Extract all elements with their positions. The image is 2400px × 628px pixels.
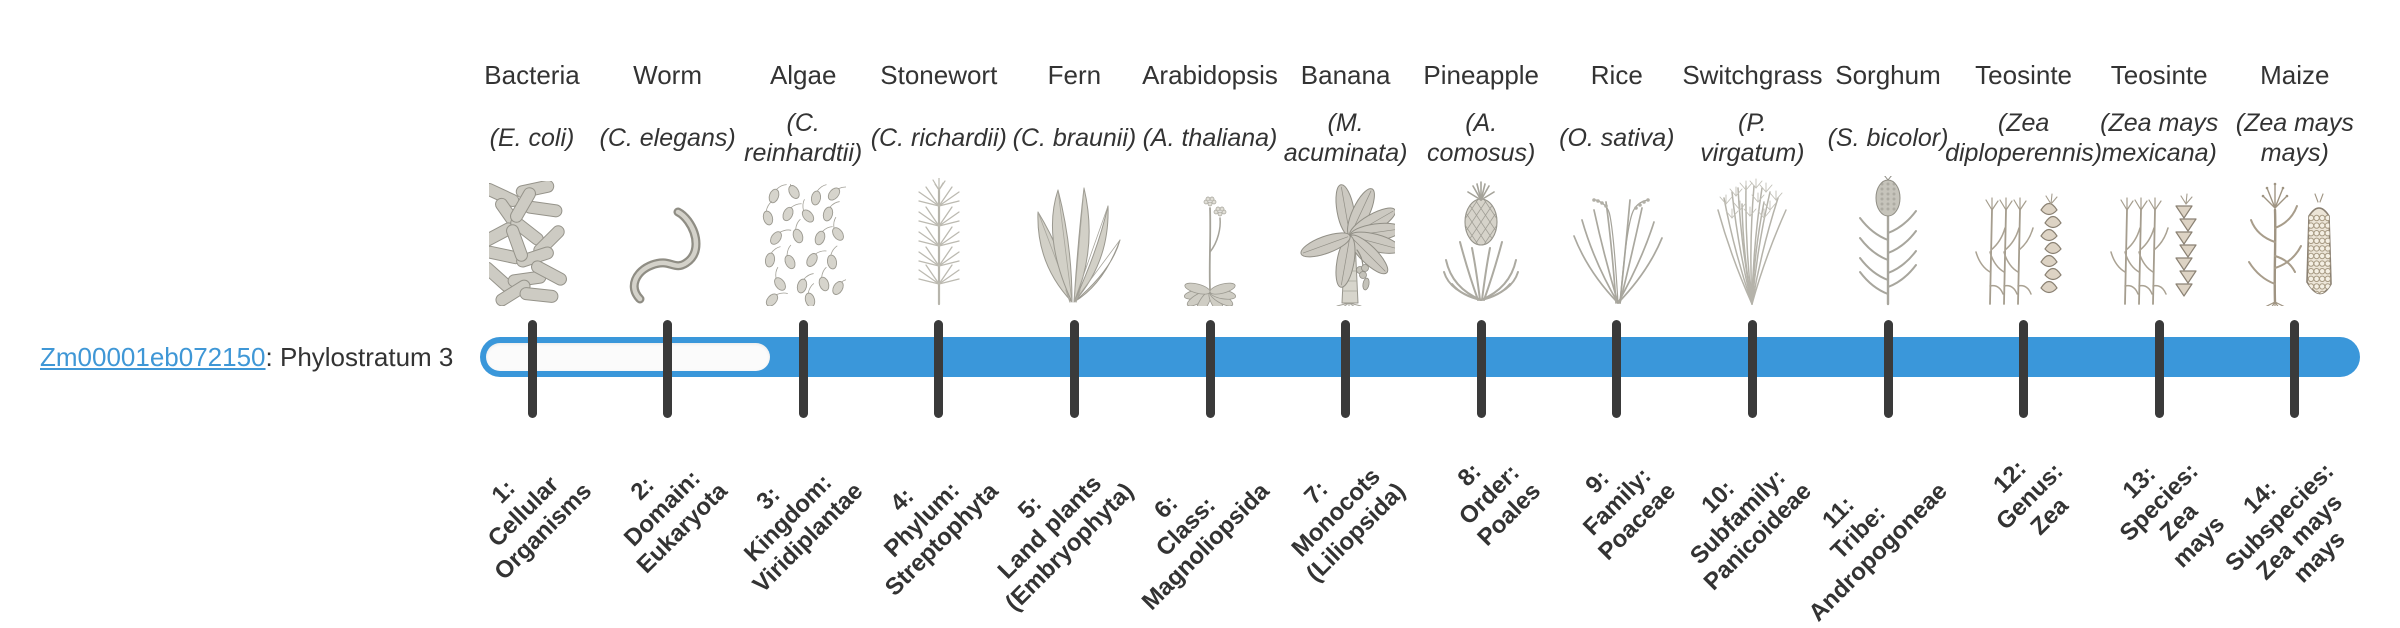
- organism-name: Switchgrass: [1682, 60, 1823, 90]
- stratum-tick: [2290, 320, 2300, 418]
- stratum-label: 14: Subspecies: Zea mays mays: [2220, 457, 2352, 589]
- organism-name: Fern: [1047, 60, 1102, 90]
- stratum-tick: [1612, 320, 1622, 418]
- organism-name: Worm: [633, 60, 703, 90]
- switchgrass-illustration: [1677, 174, 1827, 306]
- organism-latin-name: (E. coli): [489, 124, 575, 152]
- timeline-bar: [480, 337, 2360, 377]
- bacteria-illustration: [457, 174, 607, 306]
- organism-name: Pineapple: [1423, 60, 1540, 90]
- fern-illustration: [999, 174, 1149, 306]
- stratum-label: 3: Kingdom: Viridiplantae: [738, 468, 868, 599]
- maize-illustration: [2220, 174, 2370, 306]
- pineapple-illustration: [1406, 174, 1556, 306]
- organism-latin-name: (O. sativa): [1559, 124, 1675, 152]
- stratum-tick: [798, 320, 808, 418]
- organism-latin-name: (Zea mays mexicana): [2100, 109, 2219, 167]
- stratum-tick: [2019, 320, 2029, 418]
- organism-latin-name: (Zea mays mays): [2235, 109, 2354, 167]
- stratum-tick: [1341, 320, 1351, 418]
- stratum-label: 1: Cellular Organisms: [482, 471, 597, 586]
- organism-name: Teosinte: [1975, 60, 2073, 90]
- organism-name: Stonewort: [880, 60, 998, 90]
- stratum-tick: [1205, 320, 1215, 418]
- stratum-tick: [1883, 320, 1893, 418]
- stratum-label: 6: Class: Magnoliopsida: [1136, 477, 1275, 616]
- organism-name: Bacteria: [484, 60, 580, 90]
- stratum-label: 2: Domain: Eukaryota: [618, 464, 733, 579]
- stratum-label: 5: Land plants (Embryophyta): [992, 470, 1140, 617]
- rice-illustration: [1542, 174, 1692, 306]
- organism-name: Teosinte: [2110, 60, 2208, 90]
- stratum-label: 8: Order: Poales: [1452, 457, 1546, 552]
- organism-latin-name: (C. reinhardtii): [744, 109, 863, 167]
- stratum-label: 9: Family: Poaceae: [1578, 462, 1682, 566]
- stratum-label: 11: Tribe: Andropogoneae: [1803, 477, 1953, 627]
- organism-latin-name: (Zea diploperennis): [1945, 109, 2103, 167]
- arabidopsis-illustration: [1135, 174, 1285, 306]
- stonewort-illustration: [864, 174, 1014, 306]
- gene-link[interactable]: Zm00001eb072150: [40, 342, 266, 372]
- banana-illustration: [1271, 174, 1421, 306]
- stratum-tick: [1747, 320, 1757, 418]
- phylostrata-timeline: Zm00001eb072150: Phylostratum 3 Bacteria…: [40, 60, 2370, 627]
- stratum-label: 7: Monocots (Liliopsida): [1286, 462, 1411, 588]
- organism-name: Maize: [2260, 60, 2330, 90]
- organism-latin-name: (A. thaliana): [1142, 124, 1278, 152]
- worm-illustration: [593, 174, 743, 306]
- organism-name: Sorghum: [1835, 60, 1941, 90]
- stratum-tick: [527, 320, 537, 418]
- stratum-label: 13: Species: Zea mays: [2115, 457, 2231, 574]
- sorghum-illustration: [1813, 174, 1963, 306]
- teosinte-illustration: [2084, 174, 2234, 306]
- stratum-tick: [1069, 320, 1079, 418]
- organism-name: Rice: [1590, 60, 1643, 90]
- stratum-tick: [2154, 320, 2164, 418]
- organism-latin-name: (C. richardii): [870, 124, 1007, 152]
- stratum-tick: [1476, 320, 1486, 418]
- organism-latin-name: (C. braunii): [1012, 124, 1137, 152]
- organism-latin-name: (C. elegans): [599, 124, 736, 152]
- gene-phylostratum-text: : Phylostratum 3: [265, 342, 454, 372]
- organism-name: Banana: [1300, 60, 1391, 90]
- algae-illustration: [728, 174, 878, 306]
- organism-latin-name: (S. bicolor): [1827, 124, 1949, 152]
- organism-latin-name: (A. comosus): [1427, 109, 1536, 167]
- organism-name: Arabidopsis: [1142, 60, 1278, 90]
- teosinte-illustration: [1949, 174, 2099, 306]
- gene-label: Zm00001eb072150: Phylostratum 3: [40, 337, 453, 377]
- stratum-label: 12: Genus: Zea: [1988, 454, 2074, 541]
- organism-name: Algae: [769, 60, 837, 90]
- organism-latin-name: (M. acuminata): [1283, 109, 1408, 167]
- stratum-tick: [934, 320, 944, 418]
- stratum-tick: [663, 320, 673, 418]
- organism-latin-name: (P. virgatum): [1700, 109, 1805, 167]
